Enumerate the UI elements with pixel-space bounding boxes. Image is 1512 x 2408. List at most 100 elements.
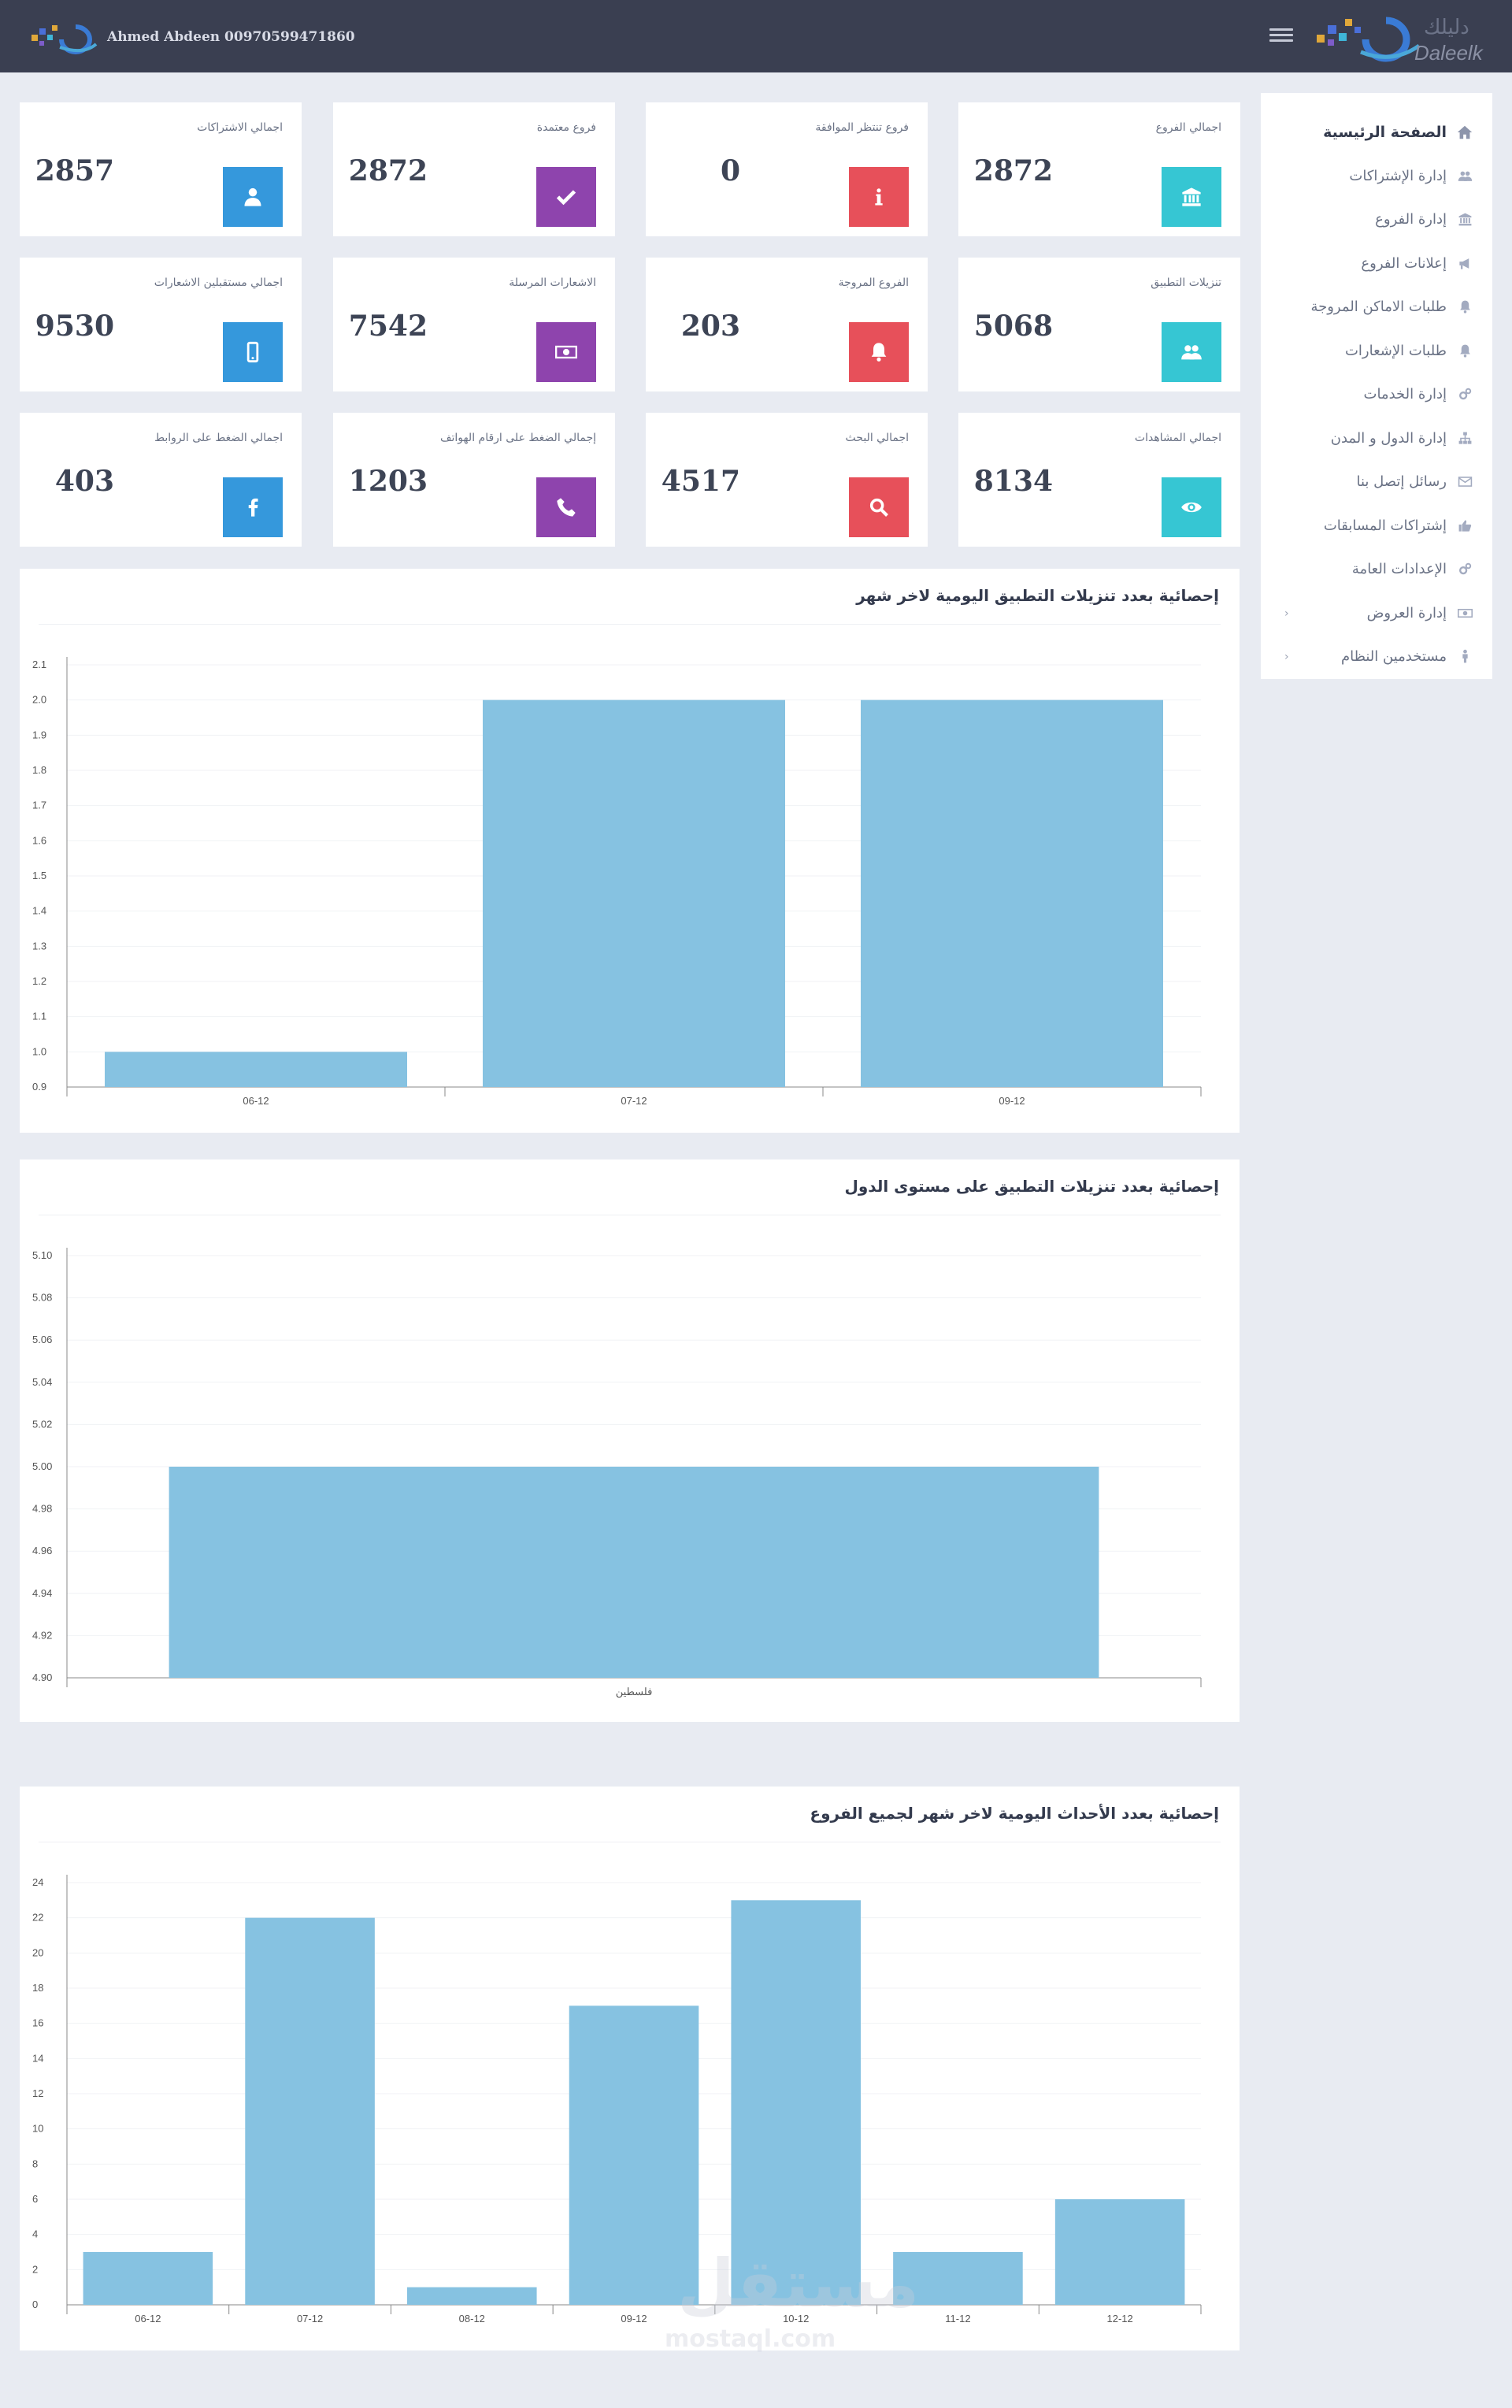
bank-icon [1162,167,1221,227]
stat-value: 203 [680,310,740,343]
stat-card[interactable]: اجمالي مستقبلين الاشعارات 9530 [20,258,302,391]
stat-card[interactable]: تنزيلات التطبيق 5068 [958,258,1240,391]
y-tick-label: 6 [32,2193,38,2205]
search-icon [849,477,909,537]
stat-value: 8134 [973,465,1053,498]
bar[interactable] [105,1052,407,1087]
x-tick-label: 07-12 [621,1095,647,1107]
sidebar-item[interactable]: رسائل إتصل بنا [1261,460,1492,504]
chart-panel-daily-events: إحصائية بعدد الأحداث اليومية لاخر شهر لج… [20,1787,1240,2350]
stat-card[interactable]: إجمالي الضغط على ارقام الهواتف 1203 [333,413,615,547]
stat-card[interactable]: فروع معتمدة 2872 [333,102,615,236]
stat-label: اجمالي مستقبلين الاشعارات [154,276,283,289]
bar[interactable] [483,699,785,1087]
sidebar-item-label: إشتراكات المسابقات [1323,517,1447,534]
y-tick-label: 5.04 [32,1376,52,1388]
users-icon [1162,322,1221,382]
brand-name-en: Daleelk [1414,41,1483,65]
sidebar-item-label: طلبات الاماكن المروجة [1310,299,1447,316]
y-tick-label: 5.02 [32,1418,52,1430]
y-tick-label: 1.2 [32,975,46,987]
stat-value: 0 [720,154,740,187]
stat-value: 2872 [973,154,1053,187]
y-tick-label: 1.9 [32,729,46,740]
x-tick-label: 09-12 [999,1095,1025,1107]
sidebar-item[interactable]: إشتراكات المسابقات [1261,504,1492,548]
bar[interactable] [569,2005,699,2305]
bar-chart-country-downloads: 4.90 4.92 4.94 4.96 4.98 5.00 5.02 5.04 5.06 5.08… [32,1248,1202,1698]
x-tick-label: 11-12 [945,2313,970,2325]
user-male-icon [1455,647,1475,667]
sidebar-item-label: إدارة الفروع [1375,211,1447,228]
menu-toggle-icon[interactable] [1269,25,1293,46]
x-tick-label: 08-12 [459,2313,485,2325]
y-tick-label: 22 [32,1912,43,1924]
sidebar-item-label: الإعدادات العامة [1351,561,1447,578]
sidebar-item[interactable]: إعلانات الفروع [1261,242,1492,286]
y-tick-label: 5.00 [32,1460,52,1472]
y-tick-label: 1.7 [32,800,46,811]
sidebar-item[interactable]: الصفحة الرئيسية [1261,110,1492,154]
bar[interactable] [1054,2199,1185,2305]
stat-card[interactable]: الاشعارات المرسلة 7542 [333,258,615,391]
facebook-icon [223,477,283,537]
sidebar-item[interactable]: إدارة الدول و المدن [1261,417,1492,461]
stat-card[interactable]: فروع تنتظر الموافقة 0 [646,102,928,236]
user-menu[interactable]: Ahmed Abdeen 00970599471860 [28,17,355,57]
bar[interactable] [731,1900,861,2305]
chevron-left-icon: ‹ [1284,607,1289,620]
user-name: Ahmed Abdeen 00970599471860 [107,29,355,45]
y-tick-label: 12 [32,2087,43,2099]
stat-label: فروع تنتظر الموافقة [815,121,909,134]
chart-title: إحصائية بعدد الأحداث اليومية لاخر شهر لج… [810,1804,1219,1823]
stat-card[interactable]: اجمالي البحث 4517 [646,413,928,547]
stat-card[interactable]: اجمالي الفروع 2872 [958,102,1240,236]
sidebar-item[interactable]: إدارة العروض ‹ [1261,592,1492,636]
y-tick-label: 1.3 [32,940,46,952]
eye-icon [1162,477,1221,537]
stat-label: اجمالي البحث [845,432,909,444]
y-tick-label: 20 [32,1946,43,1958]
sidebar-item[interactable]: مستخدمين النظام ‹ [1261,635,1492,679]
chart-title: إحصائية بعدد تنزيلات التطبيق على مستوى ا… [844,1177,1220,1196]
y-tick-label: 1.8 [32,764,46,776]
bar[interactable] [245,1917,375,2305]
sidebar-item[interactable]: إدارة الإشتراكات [1261,154,1492,199]
check-icon [536,167,596,227]
sidebar-item[interactable]: إدارة الخدمات [1261,373,1492,417]
bell-icon [1455,340,1475,361]
sidebar-item[interactable]: الإعدادات العامة [1261,547,1492,592]
thumbs-up-icon [1455,515,1475,536]
sidebar-item-label: إعلانات الفروع [1361,254,1447,272]
y-tick-label: 4.94 [32,1587,52,1599]
stat-card[interactable]: الفروع المروجة 203 [646,258,928,391]
sidebar-item[interactable]: طلبات الاماكن المروجة [1261,285,1492,329]
bar[interactable] [83,2252,213,2305]
mobile-icon [223,322,283,382]
stat-card[interactable]: اجمالي الاشتراكات 2857 [20,102,302,236]
sidebar-item-label: إدارة العروض [1366,604,1447,621]
bar[interactable] [893,2252,1023,2305]
watermark: مستقل mostaql.com [646,2245,919,2371]
stat-card[interactable]: اجمالي الضغط على الروابط 403 [20,413,302,547]
bar[interactable] [407,2287,537,2305]
bar[interactable] [861,699,1163,1087]
sidebar-item-label: رسائل إتصل بنا [1356,473,1447,491]
sidebar-item[interactable]: طلبات الإشعارات [1261,329,1492,373]
bank-icon [1455,210,1475,230]
sidebar-item[interactable]: إدارة الفروع [1261,198,1492,242]
stat-card[interactable]: اجمالي المشاهدات 8134 [958,413,1240,547]
bar[interactable] [169,1467,1099,1678]
x-tick-label: 12-12 [1107,2313,1133,2325]
stat-label: إجمالي الضغط على ارقام الهواتف [439,432,596,444]
y-tick-label: 4.98 [32,1503,52,1515]
y-tick-label: 14 [32,2052,43,2064]
y-tick-label: 8 [32,2158,38,2169]
x-tick-label: 07-12 [297,2313,323,2325]
y-tick-label: 16 [32,2017,43,2029]
chevron-left-icon: ‹ [1284,651,1289,663]
y-tick-label: 2 [32,2263,38,2275]
stat-value: 9530 [35,310,114,343]
chart-panel-country-downloads: إحصائية بعدد تنزيلات التطبيق على مستوى ا… [20,1159,1240,1722]
y-tick-label: 0.9 [32,1081,46,1093]
